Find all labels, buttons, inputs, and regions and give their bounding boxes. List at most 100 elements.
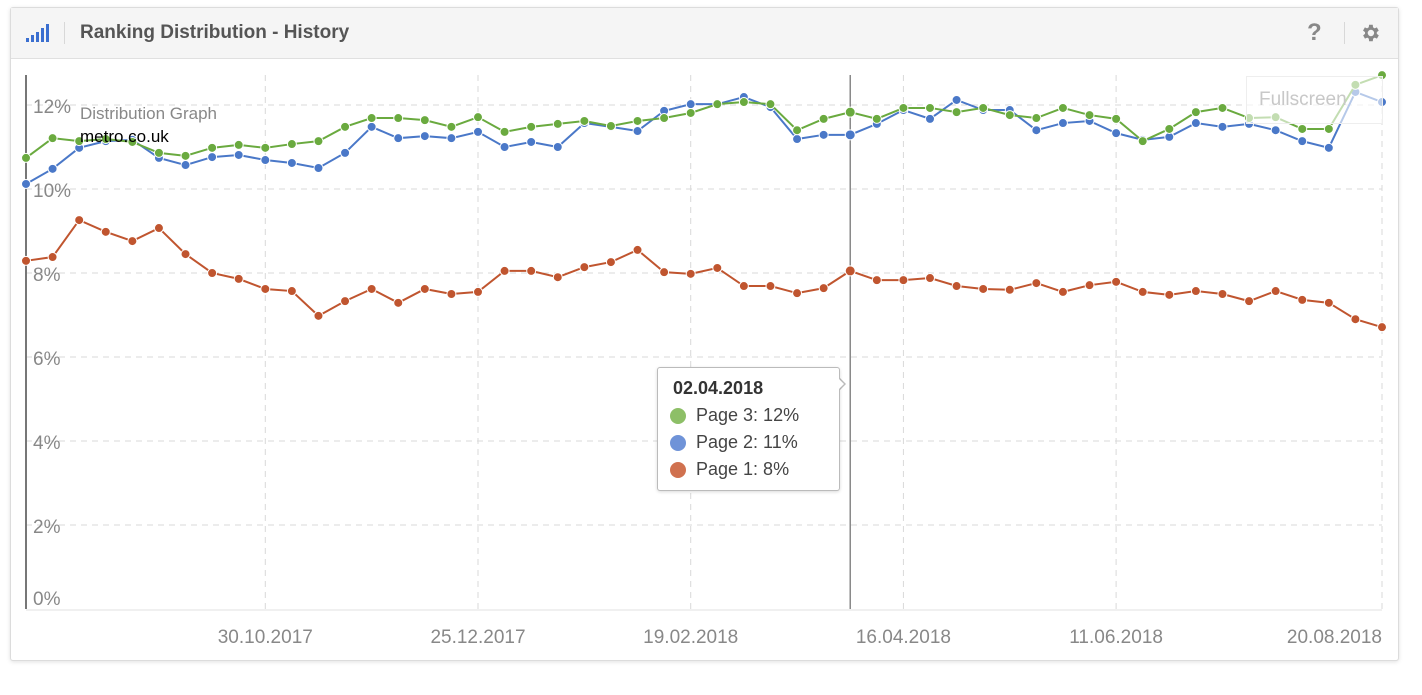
data-point <box>233 149 244 160</box>
data-point <box>473 126 483 137</box>
data-point <box>207 152 218 163</box>
x-tick-label: 11.06.2018 <box>1069 627 1163 648</box>
tooltip-arrow-fill <box>837 377 844 391</box>
data-point <box>818 113 829 124</box>
data-point <box>579 115 590 126</box>
y-tick-label: 8% <box>33 265 61 286</box>
data-point <box>366 121 377 132</box>
data-point <box>366 113 377 124</box>
series-page-1 <box>21 215 1387 333</box>
tooltip: 02.04.2018 Page 3: 12% Page 2: 11% Page … <box>657 367 840 491</box>
data-point <box>1111 128 1122 139</box>
data-point <box>1377 322 1387 333</box>
data-point <box>1031 113 1042 124</box>
data-point <box>792 125 803 136</box>
data-point <box>1057 286 1068 297</box>
data-point <box>1297 123 1308 134</box>
data-point <box>207 142 218 153</box>
data-point <box>685 268 696 279</box>
data-point <box>393 297 404 308</box>
data-point <box>951 281 962 292</box>
gear-icon[interactable] <box>1359 22 1381 44</box>
panel-header: Ranking Distribution - History ? <box>11 8 1398 59</box>
data-point <box>286 157 297 168</box>
data-point <box>153 147 164 158</box>
data-point <box>127 136 138 147</box>
data-point <box>579 262 590 273</box>
data-point <box>21 152 31 163</box>
x-tick-label: 19.02.2018 <box>643 627 738 648</box>
data-point <box>100 226 111 237</box>
data-point <box>738 281 749 292</box>
fullscreen-label: Fullscreen <box>1259 89 1347 110</box>
data-point <box>978 283 989 294</box>
data-point <box>659 113 670 124</box>
tooltip-row-page1: Page 1: 8% <box>670 459 789 480</box>
legend-dot-icon <box>670 407 686 424</box>
x-tick-label: 25.12.2017 <box>430 627 525 648</box>
data-point <box>925 273 935 284</box>
data-point <box>978 102 989 113</box>
data-point <box>47 163 58 174</box>
data-point <box>871 275 882 286</box>
data-point <box>233 273 244 284</box>
legend-dot-icon <box>670 461 686 478</box>
legend-dot-icon <box>670 434 686 451</box>
data-point <box>1084 280 1095 291</box>
data-point <box>685 107 696 118</box>
data-point <box>1004 110 1015 121</box>
data-point <box>393 133 404 144</box>
fullscreen-button[interactable]: Fullscreen <box>1246 76 1383 124</box>
data-point <box>1270 125 1281 136</box>
data-point <box>605 257 616 268</box>
data-point <box>1350 314 1361 325</box>
data-point <box>446 289 457 299</box>
data-point <box>844 129 856 141</box>
data-point <box>366 283 377 294</box>
data-point <box>792 288 803 299</box>
data-point <box>74 136 85 147</box>
data-point <box>499 265 510 276</box>
data-point <box>499 142 510 152</box>
data-point <box>260 155 271 166</box>
data-point <box>552 142 563 152</box>
data-point <box>605 121 616 131</box>
x-tick-label: 20.08.2018 <box>1287 627 1382 648</box>
data-point <box>526 265 537 276</box>
data-point <box>233 139 244 150</box>
data-point <box>818 283 829 294</box>
data-point <box>1031 278 1042 289</box>
data-point <box>340 296 351 307</box>
data-point <box>712 99 723 110</box>
data-point <box>898 275 909 286</box>
data-point <box>207 268 218 278</box>
y-tick-label: 10% <box>33 181 71 202</box>
data-point <box>844 265 856 277</box>
series-line <box>25 218 1383 329</box>
series-line <box>25 74 1383 159</box>
data-point <box>473 286 483 297</box>
data-point <box>951 94 962 105</box>
tooltip-row-page3: Page 3: 12% <box>670 405 799 426</box>
ranking-distribution-panel: Ranking Distribution - History ? <box>10 7 1399 661</box>
legend-site: metro.co.uk <box>80 127 169 146</box>
data-point <box>685 99 696 110</box>
data-point <box>1084 110 1095 121</box>
data-point <box>180 249 191 260</box>
help-button[interactable]: ? <box>1307 19 1322 46</box>
tooltip-label: Page 3: 12% <box>696 405 800 425</box>
data-point <box>632 244 643 255</box>
data-point <box>47 252 58 263</box>
data-point <box>1297 136 1308 147</box>
data-point <box>1323 123 1334 134</box>
data-point <box>712 262 723 273</box>
series-page-3 <box>21 70 1387 163</box>
data-point <box>180 150 191 161</box>
data-point <box>552 272 563 283</box>
data-point <box>473 112 483 123</box>
data-point <box>313 136 324 147</box>
data-point <box>898 102 909 113</box>
data-point <box>446 133 457 144</box>
data-point <box>393 113 404 124</box>
